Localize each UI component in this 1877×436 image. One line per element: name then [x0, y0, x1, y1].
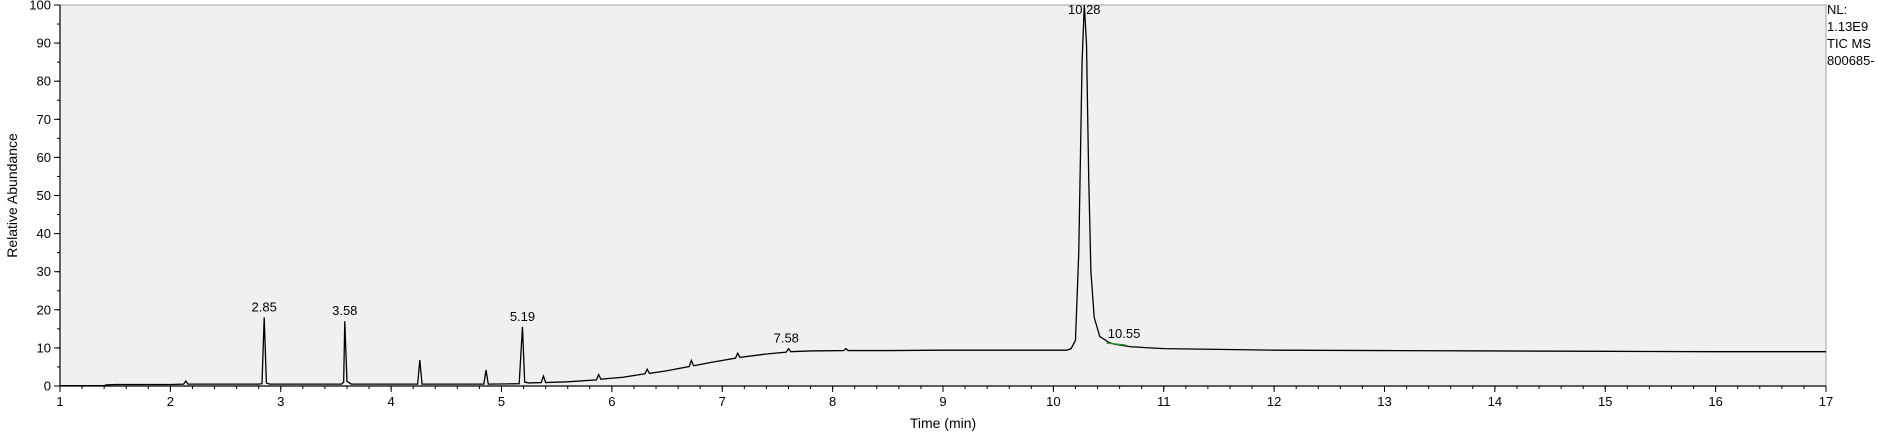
y-tick-label: 80: [37, 74, 51, 89]
x-tick-label: 2: [167, 394, 174, 409]
y-axis-title: Relative Abundance: [4, 133, 20, 258]
peak-10-55-marker: [1106, 342, 1127, 346]
y-tick-label: 10: [37, 340, 51, 355]
peak-label: 3.58: [332, 303, 357, 318]
x-tick-label: 4: [388, 394, 395, 409]
peak-label: 5.19: [510, 309, 535, 324]
plot-area: [59, 4, 1827, 387]
tic-trace-line: [60, 4, 1826, 387]
y-tick-label: 60: [37, 150, 51, 165]
x-tick-label: 5: [498, 394, 505, 409]
x-tick-label: 17: [1819, 394, 1833, 409]
y-tick-label: 30: [37, 264, 51, 279]
x-tick-label: 8: [829, 394, 836, 409]
peak-label: 10.28: [1068, 2, 1101, 17]
x-tick-label: 11: [1157, 394, 1171, 409]
y-tick-label: 20: [37, 302, 51, 317]
x-tick-label: 16: [1708, 394, 1722, 409]
x-tick-label: 6: [608, 394, 615, 409]
peak-label: 10.55: [1108, 326, 1141, 341]
x-tick-label: 7: [719, 394, 726, 409]
trace-layer: [60, 4, 1826, 387]
peak-label: 7.58: [774, 331, 799, 346]
axis-layer: 1 2 3 4 5 6 7 8 9 10 11 12 13 14 15 16 17010203040506070…: [29, 0, 1833, 409]
x-tick-label: 12: [1267, 394, 1281, 409]
y-tick-label: 50: [37, 188, 51, 203]
x-axis-title: Time (min): [910, 415, 976, 431]
label-layer: 2.85 3.58 5.19 7.58 10.28 10.55: [252, 2, 1141, 346]
nl-label: NL:: [1827, 2, 1848, 17]
y-tick-label: 0: [44, 379, 51, 394]
x-tick-label: 13: [1377, 394, 1391, 409]
peak-label: 2.85: [252, 299, 277, 314]
x-tick-label: 9: [939, 394, 946, 409]
y-tick-label: 70: [37, 112, 51, 127]
file-name: 800685-: [1827, 53, 1875, 68]
x-tick-label: 14: [1488, 394, 1502, 409]
trace-type: TIC MS: [1827, 36, 1872, 51]
x-tick-label: 1: [56, 394, 63, 409]
y-tick-label: 100: [29, 0, 51, 13]
nl-value: 1.13E9: [1827, 19, 1869, 34]
x-tick-label: 15: [1598, 394, 1612, 409]
y-tick-label: 90: [37, 36, 51, 51]
x-tick-label: 3: [277, 394, 284, 409]
y-tick-label: 40: [37, 226, 51, 241]
x-tick-label: 10: [1046, 394, 1060, 409]
